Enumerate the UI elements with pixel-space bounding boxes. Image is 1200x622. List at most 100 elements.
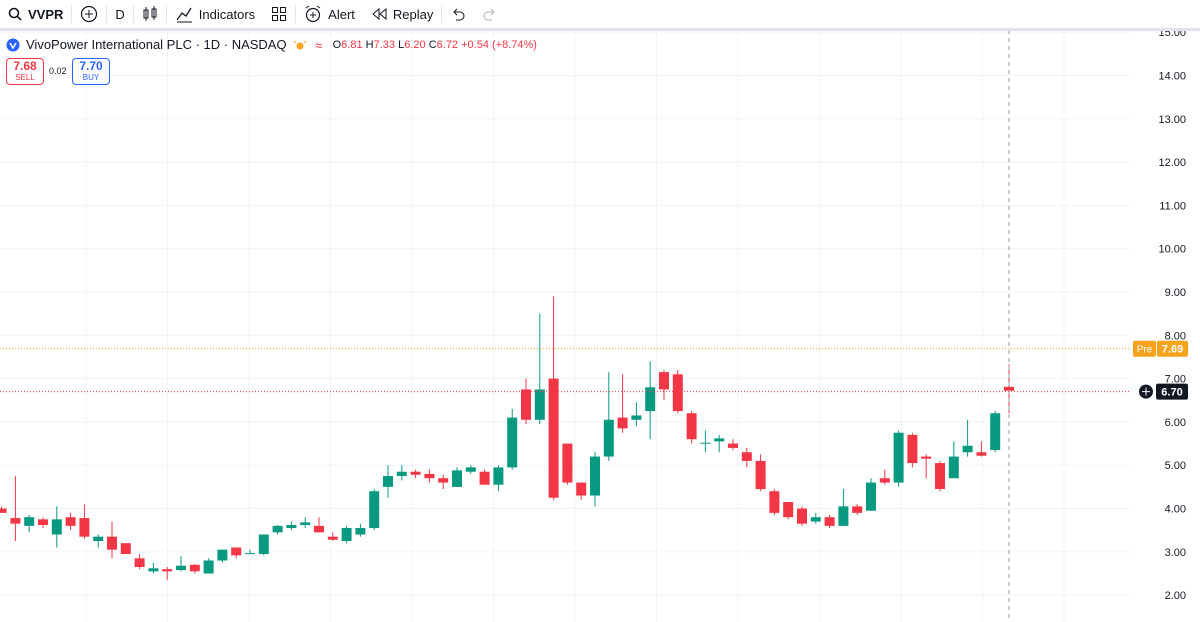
y-tick-label: 6.00 bbox=[1165, 417, 1186, 429]
candle-body bbox=[741, 452, 752, 461]
alert-label: Alert bbox=[328, 6, 355, 22]
candle-body bbox=[534, 389, 545, 420]
buy-price: 7.70 bbox=[79, 59, 103, 73]
ohlc-values: O6.81 H7.33 L6.20 C6.72 +0.54 (+8.74%) bbox=[333, 39, 537, 51]
candle-body bbox=[576, 482, 587, 496]
undo-button[interactable] bbox=[442, 0, 474, 28]
pre-badge bbox=[1133, 340, 1156, 357]
candle-body bbox=[962, 445, 973, 453]
search-icon bbox=[8, 7, 22, 21]
candle-body bbox=[479, 471, 490, 485]
layouts-button[interactable] bbox=[263, 0, 295, 28]
candle-body bbox=[327, 536, 338, 540]
symbol-search[interactable]: VVPR bbox=[0, 0, 71, 28]
ohlc-value: 6.72 bbox=[436, 38, 459, 51]
y-tick-label: 12.00 bbox=[1158, 157, 1186, 169]
ohlc-value: 6.20 bbox=[404, 38, 426, 51]
replay-icon bbox=[372, 7, 387, 21]
separator bbox=[106, 5, 108, 23]
candle-body bbox=[990, 413, 1001, 451]
sell-price: 7.68 bbox=[13, 59, 37, 73]
candle-body bbox=[148, 568, 159, 572]
candle-body bbox=[341, 528, 352, 542]
candle-body bbox=[935, 463, 945, 490]
candle-body bbox=[728, 443, 738, 448]
candle-body bbox=[0, 508, 7, 513]
candle-body bbox=[617, 417, 628, 429]
alert-button[interactable]: Alert bbox=[296, 0, 363, 28]
interval-button[interactable]: D bbox=[107, 0, 132, 28]
pre-price-badge bbox=[1157, 340, 1188, 357]
chart-type-button[interactable] bbox=[134, 0, 166, 28]
candle-body bbox=[810, 517, 821, 522]
redo-button[interactable] bbox=[474, 0, 506, 28]
y-tick-label: 3.00 bbox=[1165, 547, 1186, 559]
candle-body bbox=[24, 517, 35, 526]
indicators-icon bbox=[176, 7, 192, 23]
candle-body bbox=[590, 456, 600, 496]
plus-icon bbox=[81, 5, 98, 23]
candle-body bbox=[976, 452, 987, 456]
candle-body bbox=[383, 476, 393, 487]
candle-body bbox=[258, 534, 269, 555]
candle-body bbox=[189, 564, 200, 572]
separator bbox=[295, 5, 297, 23]
y-tick-label: 5.00 bbox=[1165, 460, 1186, 472]
buy-button[interactable]: 7.70 BUY bbox=[72, 58, 110, 85]
candle-body bbox=[631, 415, 642, 420]
symbol-logo bbox=[6, 38, 20, 51]
ohlc-value: 6.81 bbox=[341, 38, 363, 51]
last-price-label: 6.70 bbox=[1161, 387, 1182, 399]
candle-body bbox=[672, 374, 683, 412]
candle-body bbox=[686, 413, 697, 440]
y-tick-label: 2.00 bbox=[1165, 590, 1186, 602]
grid-icon bbox=[272, 7, 287, 21]
candle-body bbox=[410, 471, 421, 475]
svg-text:≈: ≈ bbox=[315, 38, 322, 52]
candles-icon bbox=[143, 6, 157, 21]
ohlc-value: 7.33 bbox=[373, 38, 396, 51]
session-icons: ≈ bbox=[293, 38, 322, 52]
separator bbox=[71, 5, 73, 23]
replay-button[interactable]: Replay bbox=[363, 0, 441, 28]
replay-label: Replay bbox=[392, 6, 434, 22]
candle-body bbox=[948, 456, 959, 479]
legend: VivoPower International PLC · 1D · NASDA… bbox=[6, 37, 537, 52]
candle-body bbox=[79, 518, 90, 537]
pre-price-label: 7.69 bbox=[1162, 344, 1183, 356]
candle-body bbox=[879, 478, 890, 483]
candle-body bbox=[424, 473, 435, 479]
candle-body bbox=[355, 528, 366, 535]
indicators-button[interactable]: Indicators bbox=[167, 0, 263, 28]
candle-body bbox=[217, 549, 228, 561]
price-axis bbox=[1130, 30, 1200, 622]
candle-body bbox=[120, 543, 131, 555]
candle-body bbox=[507, 417, 518, 468]
y-tick-label: 10.00 bbox=[1158, 244, 1186, 256]
candle-body bbox=[65, 517, 76, 526]
candle-body bbox=[438, 478, 449, 483]
candle-body bbox=[852, 506, 863, 513]
candle-body bbox=[1004, 386, 1014, 391]
sell-button[interactable]: 7.68 SELL bbox=[6, 58, 44, 85]
candle-body bbox=[162, 569, 173, 572]
change: +0.54 (+8.74%) bbox=[461, 38, 537, 51]
legend-title: VivoPower International PLC · 1D · NASDA… bbox=[26, 37, 287, 52]
y-tick-label: 8.00 bbox=[1165, 330, 1186, 342]
candle-body bbox=[369, 491, 380, 529]
separator bbox=[165, 5, 167, 23]
redo-icon bbox=[483, 8, 496, 21]
candle-body bbox=[838, 506, 849, 526]
toolbar: VVPR D Indicators Alert Replay bbox=[0, 0, 1200, 31]
candle-body bbox=[824, 517, 835, 526]
candle-body bbox=[176, 565, 186, 571]
ohlc-label: L bbox=[398, 38, 405, 51]
ohlc-label: O bbox=[332, 38, 342, 51]
candle-body bbox=[245, 553, 255, 555]
candle-body bbox=[645, 387, 656, 412]
symbol: VVPR bbox=[28, 6, 64, 22]
compare-button[interactable] bbox=[72, 0, 106, 28]
y-tick-label: 7.00 bbox=[1165, 374, 1186, 386]
pre-badge-label: Pre bbox=[1137, 345, 1153, 356]
